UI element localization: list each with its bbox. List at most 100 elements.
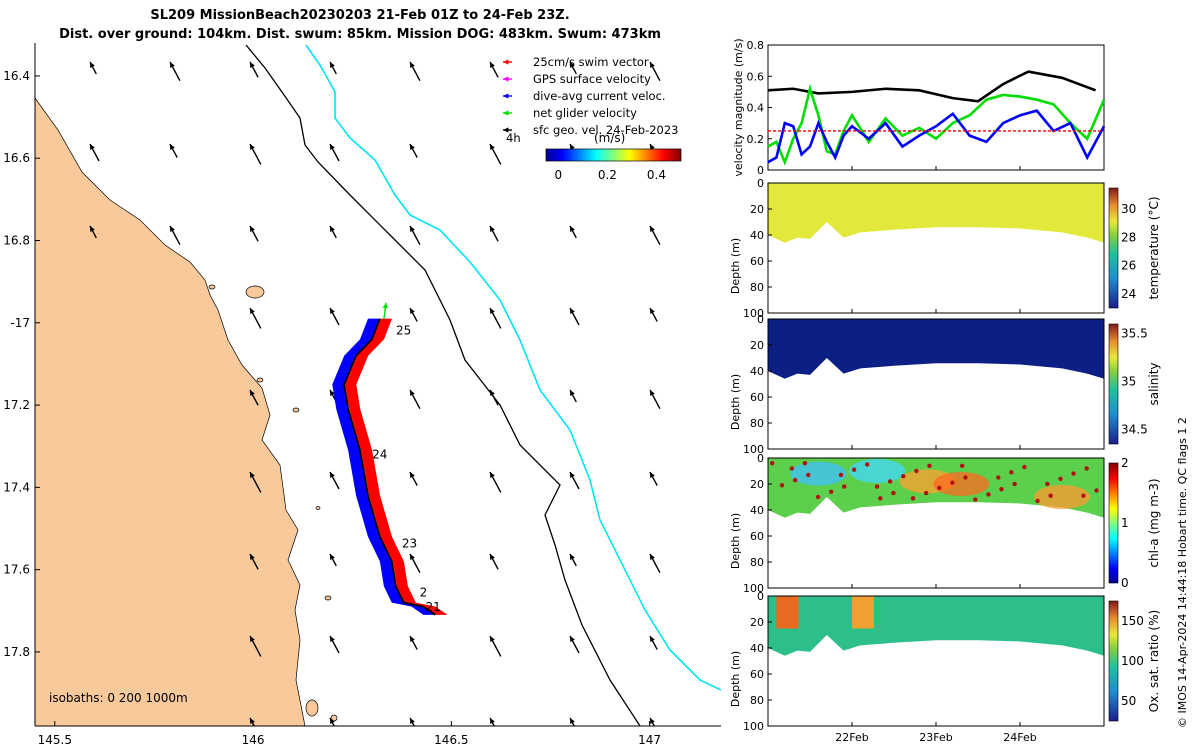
legend-label-3: net glider velocity xyxy=(533,106,637,120)
chl-dot-0 xyxy=(770,461,775,466)
section-data-fill-1 xyxy=(768,319,1104,379)
geo-arrow-43-head xyxy=(330,554,335,560)
geo-arrow-12-head xyxy=(410,144,415,150)
legend-marker-1-head xyxy=(503,76,509,82)
island-5 xyxy=(305,699,319,717)
chl-dot-33 xyxy=(838,472,844,478)
map-ytick-label-2: 16.8 xyxy=(3,233,30,247)
map-ytick-label-1: 16.6 xyxy=(3,151,30,165)
chl-dot-15 xyxy=(950,480,955,485)
geo-arrow-38-head xyxy=(410,472,415,478)
sec1-colorbar xyxy=(1108,323,1119,445)
geo-arrow-50-head xyxy=(410,636,415,642)
chl-dot-22 xyxy=(815,494,821,500)
sec3-cbar-label: Ox. sat. ratio (%) xyxy=(1147,610,1161,712)
geo-arrow-22-head xyxy=(570,226,575,232)
chl-dot-23 xyxy=(937,485,942,491)
geo-arrow-30-head xyxy=(250,390,255,396)
geo-arrow-13-head xyxy=(490,144,495,150)
geo-arrow-8-head xyxy=(90,144,95,150)
chl-dot-39 xyxy=(910,496,916,501)
sec2-ytick-label-0: 0 xyxy=(757,452,764,465)
sec0-cbar-label: temperature (°C) xyxy=(1147,197,1161,300)
chl-dot-7 xyxy=(963,475,968,480)
date-xtick-label-2: 24Feb xyxy=(1003,731,1036,744)
sec0-ytick-label-0: 0 xyxy=(757,177,764,190)
sec0-cbar-tick-1: 26 xyxy=(1121,259,1136,273)
chl-dot-34 xyxy=(960,463,965,468)
geo-arrow-41-head xyxy=(650,472,655,478)
sec1-ytick-label-0: 0 xyxy=(757,313,764,326)
sec3-cbar-tick-0: 50 xyxy=(1121,694,1136,708)
geo-arrow-54-head xyxy=(250,718,255,724)
chl-patch-1 xyxy=(933,472,990,496)
chl-dot-1 xyxy=(891,490,896,496)
chl-dot-25 xyxy=(851,467,857,472)
geo-arrow-9-head xyxy=(170,144,175,150)
map-xtick-label-0: 145.5 xyxy=(38,733,72,747)
velocity-series-net-glider xyxy=(767,83,1106,166)
geo-arrow-29-head xyxy=(650,308,655,314)
legend-marker-3-head xyxy=(503,110,509,116)
legend-marker-4-head xyxy=(503,127,509,133)
sec3-ytick-label-1: 20 xyxy=(750,616,764,629)
chl-dot-28 xyxy=(887,479,893,484)
geo-arrow-47-head xyxy=(650,554,655,560)
map-ytick-label-0: 16.4 xyxy=(3,69,30,83)
sec2-colorbar xyxy=(1108,462,1119,584)
geo-arrow-42-head xyxy=(250,554,255,560)
map-xtick-label-1: 146 xyxy=(242,733,265,747)
sec0-ytick-label-5: 100 xyxy=(743,307,764,320)
island-0 xyxy=(245,285,265,299)
sec0-ytick-label-1: 20 xyxy=(750,203,764,216)
geo-arrow-6-head xyxy=(570,62,575,68)
chl-patch-3 xyxy=(790,461,847,486)
legend-marker-0-head xyxy=(503,59,509,65)
chl-dot-9 xyxy=(878,496,883,501)
sec1-ytick-label-5: 100 xyxy=(743,443,764,456)
geo-arrow-28-head xyxy=(570,308,575,314)
map-ytick-label-6: 17.6 xyxy=(3,563,30,577)
chl-dot-12 xyxy=(914,468,919,474)
geo-arrow-56-head xyxy=(410,718,415,724)
track-day-label-25: 25 xyxy=(396,324,411,338)
chl-dot-24 xyxy=(1058,476,1063,481)
chart-title-line1: SL209 MissionBeach20230203 21-Feb 01Z to… xyxy=(150,8,570,23)
geo-velocity-arrows xyxy=(89,61,661,726)
geo-arrow-16-head xyxy=(90,226,95,232)
geo-arrow-35-head xyxy=(650,390,655,396)
geo-arrow-52-head xyxy=(570,636,575,642)
chl-dot-8 xyxy=(1084,466,1089,471)
sec3-ytick-label-5: 100 xyxy=(743,720,764,733)
geo-arrow-15-head xyxy=(650,144,655,150)
sec2-ytick-label-3: 60 xyxy=(750,530,764,543)
chl-dot-21 xyxy=(1022,464,1027,470)
sec1-cbar-label: salinity xyxy=(1147,362,1161,405)
geo-arrow-14-head xyxy=(570,144,575,150)
velocity-panel-frame xyxy=(767,44,1105,171)
chl-dot-38 xyxy=(789,466,795,471)
sec1-cbar-tick-0: 34.5 xyxy=(1121,423,1148,437)
sec3-cbar-tick-1: 100 xyxy=(1121,654,1144,668)
geo-arrow-53-head xyxy=(650,636,655,642)
chl-dot-10 xyxy=(999,487,1004,492)
geo-arrow-2-head xyxy=(250,62,255,68)
sec2-ylabel: Depth (m) xyxy=(729,513,742,569)
sec3-cbar-tick-2: 150 xyxy=(1121,614,1144,628)
sec1-ytick-label-1: 20 xyxy=(750,339,764,352)
map-ytick-label-7: 17.8 xyxy=(3,645,30,659)
track-day-label-23: 23 xyxy=(402,536,417,550)
sec1-cbar-tick-2: 35.5 xyxy=(1121,327,1148,341)
island-3 xyxy=(315,506,321,510)
geo-arrow-32-head xyxy=(410,390,415,396)
geo-arrow-17-head xyxy=(170,226,175,232)
sec3-ytick-label-2: 40 xyxy=(750,642,764,655)
geo-arrow-4-head xyxy=(410,62,415,68)
geo-arrow-21-head xyxy=(490,226,495,232)
velocity-series-sfc-geo xyxy=(767,70,1097,103)
sec3-ytick-label-0: 0 xyxy=(757,590,764,603)
chl-dot-30 xyxy=(802,461,808,466)
